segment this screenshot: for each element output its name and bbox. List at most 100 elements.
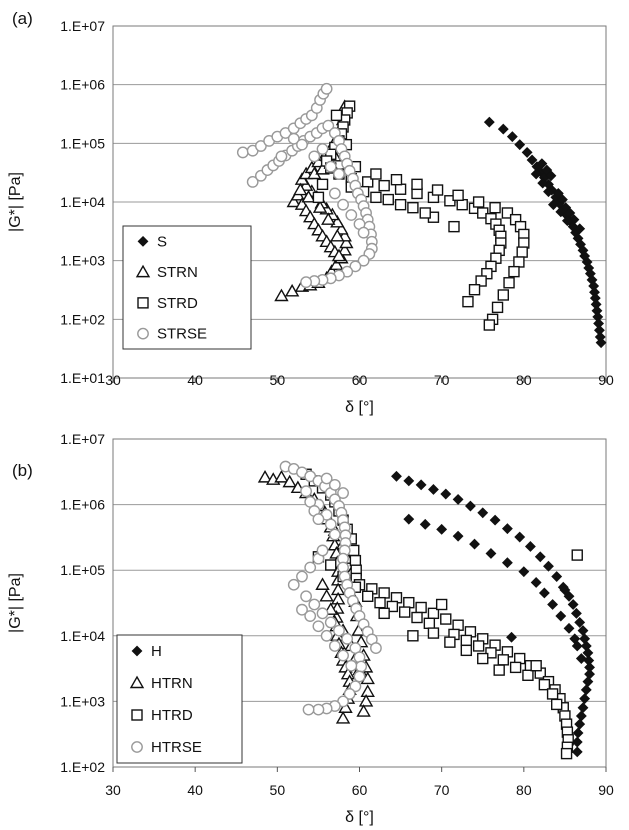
data-point [551,571,563,582]
data-point [403,596,415,609]
data-point [394,198,407,211]
data-point [411,178,423,191]
data-point [362,590,374,603]
data-point [394,183,407,195]
data-point [246,176,259,188]
data-point [353,670,366,683]
data-point [431,184,444,196]
data-point [481,267,493,280]
data-point [274,469,289,483]
data-point [312,703,325,716]
data-point [300,276,312,289]
data-point [370,642,382,654]
data-point [574,616,586,628]
data-point [536,158,548,170]
data-point [501,557,513,569]
data-point [333,624,345,637]
data-point [287,578,300,591]
data-point [419,518,431,530]
panel-label: (a) [12,9,33,28]
data-point [537,177,549,189]
data-point [316,143,329,155]
data-point [330,228,345,242]
data-point [296,570,308,583]
data-point [254,140,267,152]
chart-panel-a: 1.E+01 1.E+02 1.E+03 1.E+04 1.E+05 1.E+06 1.E+… [7,9,614,416]
data-point [308,598,321,611]
data-point [472,196,485,208]
data-point [485,647,497,659]
data-point [435,598,448,611]
data-point [571,640,583,652]
y-tick-label: 1.E+05 [60,135,105,151]
data-point [546,688,559,700]
data-point [460,634,473,647]
data-point [349,554,362,567]
data-point [456,198,468,211]
legend-label: STRN [157,264,198,281]
data-point [436,523,448,535]
data-point [312,200,328,213]
y-axis-label: |G*| [Pa] [7,573,24,633]
data-point [543,560,554,572]
data-point [521,146,533,158]
data-point [339,235,354,249]
data-point [337,198,349,211]
x-tick-label: 90 [598,782,614,798]
data-point [322,119,335,132]
data-point [301,189,316,203]
data-point [331,248,347,262]
data-point [460,644,473,657]
data-point [257,469,273,483]
data-point [351,623,366,636]
data-point [571,549,583,561]
data-point [462,295,474,308]
legend-label: HTRD [151,707,193,724]
data-point [489,201,501,214]
data-point [407,630,419,642]
data-point [312,513,325,526]
data-point [398,606,411,618]
data-point [538,587,550,599]
data-point [403,475,415,487]
data-point [328,528,341,541]
data-point [501,523,513,535]
data-point [497,123,509,135]
data-point [316,607,329,620]
data-point [551,698,563,711]
legend: H HTRN HTRD HTRSE [116,634,243,764]
data-point [577,702,589,714]
data-point [411,611,423,624]
data-point [545,170,557,182]
data-point [477,507,489,519]
data-point [428,484,439,495]
data-point [333,168,345,180]
data-point [415,601,427,614]
data-point [560,747,573,760]
data-point [321,212,336,225]
data-point [349,260,362,273]
x-tick-label: 70 [434,782,450,798]
data-point [503,277,515,289]
data-point [407,201,419,214]
data-point [337,649,349,662]
data-point [386,600,399,613]
data-point [328,640,341,652]
panel-label: (b) [12,461,33,480]
data-point [522,669,534,681]
data-point [304,561,317,574]
data-point [571,746,583,758]
x-tick-label: 60 [352,782,368,798]
data-point [509,661,522,674]
data-point [568,214,580,226]
data-point [489,514,501,526]
data-point [497,654,509,666]
data-point [547,199,559,211]
data-point [415,479,427,491]
legend-marker [137,327,149,340]
data-point [575,653,587,664]
data-point [427,627,440,639]
data-point [530,577,542,588]
data-point [465,500,476,512]
